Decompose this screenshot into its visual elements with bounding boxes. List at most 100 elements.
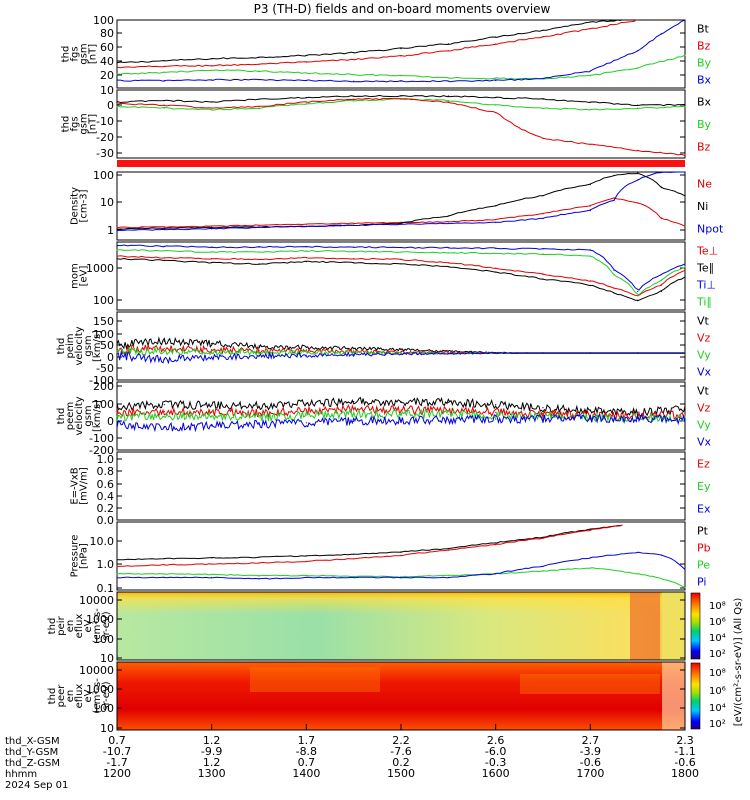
y-axis-label: peir: [56, 615, 67, 635]
point-pressure-Pb: [621, 524, 623, 526]
point-pressure-Pb: [542, 537, 544, 539]
point-temperature-Ti⊥: [258, 246, 260, 248]
legend-Vy: Vy: [697, 419, 711, 432]
point-pressure-Pb: [116, 565, 118, 567]
point-temperature-Te⊥: [660, 284, 662, 286]
y-tick-label: 10000: [79, 664, 114, 677]
point-temperature-Ti∥: [660, 280, 662, 282]
panel-frame: [116, 89, 686, 159]
point-pressure-Pe: [589, 567, 591, 569]
point-peim-velocity-Vy: [211, 351, 213, 353]
legend-Bx: Bx: [697, 74, 712, 87]
series-fgs-dsl-Bz: [116, 97, 686, 156]
y-axis-label: Pressure: [70, 535, 81, 578]
point-temperature-Te∥: [613, 292, 615, 294]
y-tick-label: 10: [100, 722, 114, 735]
point-peim-velocity-Vt: [116, 344, 118, 346]
point-temperature-Ti⊥: [163, 245, 165, 247]
point-density-Ne: [637, 202, 639, 204]
point-peem-velocity-Vz: [258, 412, 260, 414]
point-pressure-Pe: [163, 573, 165, 575]
point-peem-velocity-Vx: [637, 417, 639, 419]
point-fgs-gsm-Bz: [542, 36, 544, 38]
point-peim-velocity-Vx: [637, 352, 639, 354]
legend-Ne: Ne: [697, 177, 712, 190]
x-tick-label: 2.2: [392, 734, 410, 747]
y-tick-label: 60: [100, 41, 114, 54]
x-row-label: hhmm: [5, 769, 37, 780]
point-density-Ne: [495, 219, 497, 221]
point-fgs-gsm-Bt: [353, 52, 355, 54]
y-tick-label: 0.2: [97, 502, 115, 515]
y-axis-label: [nT]: [88, 114, 99, 134]
point-temperature-Te∥: [589, 284, 591, 286]
point-peem-velocity-Vx: [447, 419, 449, 421]
point-temperature-Ti⊥: [660, 274, 662, 276]
point-fgs-gsm-Bx: [660, 33, 662, 35]
point-peim-velocity-Vy: [305, 352, 307, 354]
point-pressure-Pi: [258, 578, 260, 580]
point-pressure-Pb: [447, 549, 449, 551]
point-peem-velocity-Vz: [211, 411, 213, 413]
point-fgs-dsl-Bz: [495, 112, 497, 114]
point-fgs-gsm-Bz: [400, 55, 402, 57]
point-temperature-Ti∥: [542, 253, 544, 255]
y-axis-label: thd: [47, 618, 58, 635]
point-temperature-Te⊥: [353, 258, 355, 260]
panel-peem-velocity: 200 100 0 -100-200: [89, 380, 686, 457]
point-temperature-Te∥: [116, 258, 118, 260]
legend-Ni: Ni: [697, 200, 708, 213]
x-tick-label: 1.2: [203, 734, 221, 747]
spectrogram-feature: [250, 667, 380, 692]
x-tick-label: -1.7: [106, 756, 127, 769]
point-temperature-Ti∥: [684, 266, 686, 268]
point-pressure-Pt: [258, 556, 260, 558]
y-tick-label: 10: [100, 84, 114, 97]
point-pressure-Pt: [447, 548, 449, 550]
point-fgs-dsl-Bx: [258, 98, 260, 100]
series-density-Ni: [116, 172, 686, 230]
x-tick-label: 2.6: [487, 734, 505, 747]
y-tick-label: -50: [96, 362, 114, 375]
point-pressure-Pi: [684, 569, 686, 571]
point-pressure-Pi: [116, 576, 118, 579]
point-temperature-Te⊥: [163, 257, 165, 259]
x-tick-label: -0.3: [485, 756, 506, 769]
point-fgs-gsm-Bx: [163, 79, 165, 82]
point-density-Npot: [637, 179, 639, 181]
point-peem-velocity-Vy: [684, 416, 686, 419]
point-temperature-Te∥: [495, 271, 497, 273]
point-density-Npot: [400, 223, 402, 225]
y-axis-label: sr-eV): [101, 681, 112, 710]
point-pressure-Pi: [353, 576, 355, 579]
point-temperature-Ti∥: [447, 252, 449, 254]
y-tick-label: 150: [93, 315, 114, 328]
x-row-label: thd_X-GSM: [5, 736, 60, 747]
point-pressure-Pe: [684, 587, 686, 589]
point-pressure-Pb: [163, 564, 165, 566]
x-tick-label: 1500: [387, 767, 415, 780]
point-pressure-Pb: [211, 563, 213, 565]
legend-Pe: Pe: [697, 559, 710, 572]
data-quality-bar: [117, 160, 685, 167]
point-peim-velocity-Vx: [305, 354, 307, 356]
series-fgs-gsm-Bx: [117, 19, 686, 83]
point-fgs-dsl-Bz: [589, 143, 591, 145]
panel-peer-spectrogram: 10000 1000 100 10: [79, 661, 686, 735]
point-peem-velocity-Vx: [495, 418, 497, 420]
point-density-Ni: [542, 195, 544, 197]
point-temperature-Te∥: [353, 262, 355, 264]
y-tick-label: 0: [107, 351, 114, 364]
point-fgs-gsm-Bz: [305, 61, 307, 63]
point-fgs-gsm-By: [353, 73, 355, 75]
point-fgs-dsl-Bx: [684, 104, 686, 106]
point-temperature-Ti⊥: [637, 290, 639, 293]
point-density-Npot: [660, 171, 662, 173]
point-temperature-Ti∥: [637, 295, 639, 297]
y-axis-label: [nPa]: [79, 543, 90, 569]
point-density-Ne: [447, 221, 449, 223]
point-fgs-dsl-Bx: [589, 101, 591, 103]
series-fgs-dsl-By: [116, 98, 686, 111]
point-peem-velocity-Vt: [637, 411, 639, 413]
